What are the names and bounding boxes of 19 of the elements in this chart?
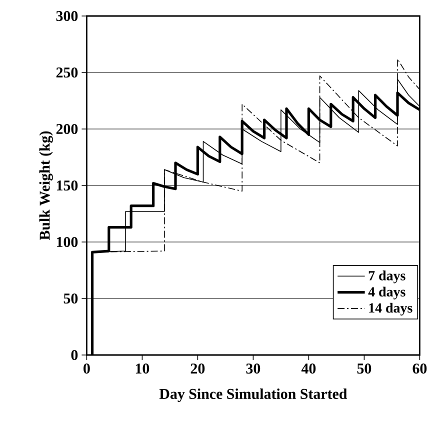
y-tick-label: 200 (56, 124, 78, 134)
x-tick-label: 50 (357, 364, 372, 374)
y-tick-label: 0 (71, 350, 78, 360)
y-tick-label: 300 (56, 10, 78, 22)
legend-label: 4 days (368, 286, 406, 300)
x-tick-label: 40 (301, 364, 316, 374)
x-tick-label: 20 (190, 364, 205, 374)
x-tick-label: 60 (412, 364, 427, 374)
y-tick-label: 100 (56, 236, 78, 248)
y-tick-label: 50 (64, 293, 78, 304)
x-tick-label: 30 (246, 364, 260, 374)
x-tick-label: 10 (136, 364, 150, 374)
x-axis-title: Day Since Simulation Started (159, 388, 348, 402)
y-tick-label: 150 (56, 180, 78, 191)
y-axis-title: Bulk Weight (kg) (39, 131, 53, 240)
legend-label: 7 days (368, 270, 406, 284)
legend-label: 14 days (369, 302, 412, 316)
y-tick-label: 250 (56, 67, 78, 78)
x-tick-label: 0 (84, 364, 90, 374)
